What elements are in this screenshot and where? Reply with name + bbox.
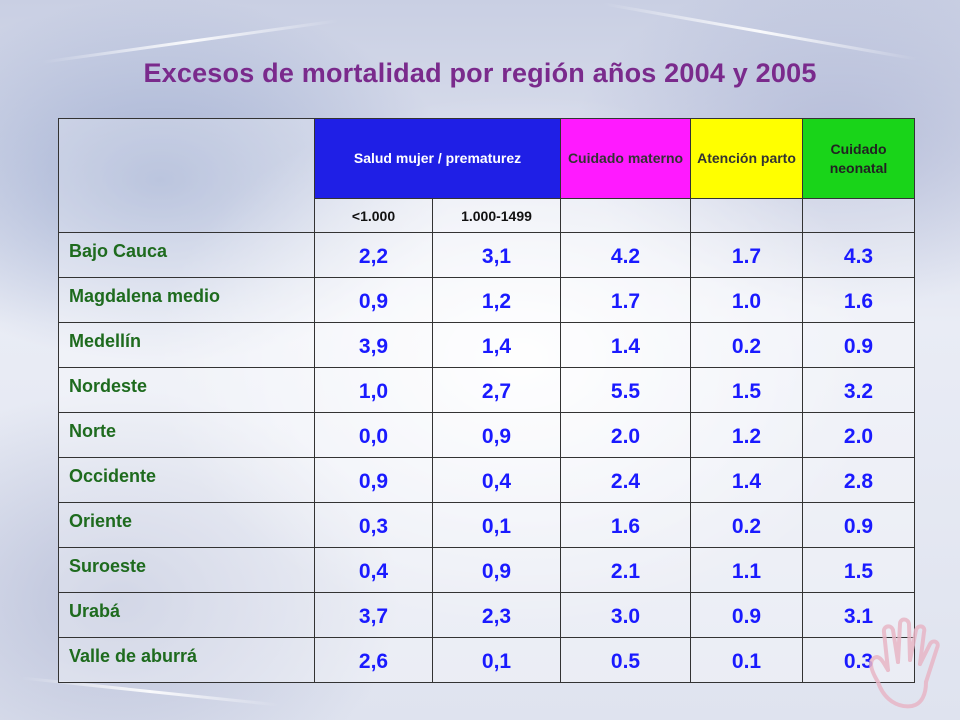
value-cell: 2.4: [560, 457, 691, 503]
region-name: Bajo Cauca: [58, 232, 315, 278]
region-name: Magdalena medio: [58, 277, 315, 323]
empty-cell: [802, 198, 915, 233]
region-name: Occidente: [58, 457, 315, 503]
table-row: Magdalena medio 0,9 1,2 1.7 1.0 1.6: [58, 277, 915, 323]
region-name: Medellín: [58, 322, 315, 368]
value-cell: 1.2: [690, 412, 803, 458]
value-cell: 1.7: [690, 232, 803, 278]
mortality-table: Salud mujer / prematurez Cuidado materno…: [58, 118, 915, 683]
table-row: Valle de aburrá 2,6 0,1 0.5 0.1 0.3: [58, 637, 915, 683]
value-cell: 0.5: [560, 637, 691, 683]
region-name: Urabá: [58, 592, 315, 638]
value-cell: 0,4: [314, 547, 433, 593]
value-cell: 0.1: [690, 637, 803, 683]
value-cell: 0,9: [432, 412, 561, 458]
header-atencion-parto: Atención parto: [690, 118, 803, 199]
table-row: Urabá 3,7 2,3 3.0 0.9 3.1: [58, 592, 915, 638]
value-cell: 3.1: [802, 592, 915, 638]
value-cell: 0,9: [314, 277, 433, 323]
value-cell: 0,9: [432, 547, 561, 593]
value-cell: 1.0: [690, 277, 803, 323]
value-cell: 1.5: [690, 367, 803, 413]
value-cell: 0,9: [314, 457, 433, 503]
value-cell: 0.2: [690, 502, 803, 548]
value-cell: 0,4: [432, 457, 561, 503]
value-cell: 1.6: [802, 277, 915, 323]
value-cell: 0.2: [690, 322, 803, 368]
value-cell: 0.9: [690, 592, 803, 638]
table-row: Medellín 3,9 1,4 1.4 0.2 0.9: [58, 322, 915, 368]
region-name: Valle de aburrá: [58, 637, 315, 683]
value-cell: 4.2: [560, 232, 691, 278]
value-cell: 0,1: [432, 502, 561, 548]
region-name: Nordeste: [58, 367, 315, 413]
region-name: Norte: [58, 412, 315, 458]
empty-cell: [560, 198, 691, 233]
value-cell: 2,3: [432, 592, 561, 638]
table-row: Occidente 0,9 0,4 2.4 1.4 2.8: [58, 457, 915, 503]
value-cell: 0.9: [802, 322, 915, 368]
page-title: Excesos de mortalidad por región años 20…: [143, 58, 817, 88]
subheader-1000-1499: 1.000-1499: [432, 198, 561, 233]
value-cell: 2.0: [802, 412, 915, 458]
corner-cell: [58, 118, 315, 233]
header-cuidado-materno: Cuidado materno: [560, 118, 691, 199]
value-cell: 3,7: [314, 592, 433, 638]
value-cell: 5.5: [560, 367, 691, 413]
value-cell: 2.8: [802, 457, 915, 503]
subheader-lt1000: <1.000: [314, 198, 433, 233]
value-cell: 1,0: [314, 367, 433, 413]
value-cell: 1.6: [560, 502, 691, 548]
table-row: Nordeste 1,0 2,7 5.5 1.5 3.2: [58, 367, 915, 413]
table-row: Bajo Cauca 2,2 3,1 4.2 1.7 4.3: [58, 232, 915, 278]
value-cell: 2,6: [314, 637, 433, 683]
value-cell: 0,0: [314, 412, 433, 458]
value-cell: 1.5: [802, 547, 915, 593]
hand-outline-icon: [869, 617, 940, 709]
value-cell: 0.9: [802, 502, 915, 548]
table-row: Suroeste 0,4 0,9 2.1 1.1 1.5: [58, 547, 915, 593]
value-cell: 2.1: [560, 547, 691, 593]
value-cell: 3.0: [560, 592, 691, 638]
empty-cell: [690, 198, 803, 233]
value-cell: 2,7: [432, 367, 561, 413]
value-cell: 0,1: [432, 637, 561, 683]
value-cell: 4.3: [802, 232, 915, 278]
header-cuidado-neonatal: Cuidado neonatal: [802, 118, 915, 199]
value-cell: 1.1: [690, 547, 803, 593]
table-row: Oriente 0,3 0,1 1.6 0.2 0.9: [58, 502, 915, 548]
value-cell: 2.0: [560, 412, 691, 458]
value-cell: 1,4: [432, 322, 561, 368]
value-cell: 1,2: [432, 277, 561, 323]
value-cell: 1.7: [560, 277, 691, 323]
value-cell: 0,3: [314, 502, 433, 548]
header-salud-mujer: Salud mujer / prematurez: [314, 118, 561, 199]
region-name: Oriente: [58, 502, 315, 548]
table-row: Norte 0,0 0,9 2.0 1.2 2.0: [58, 412, 915, 458]
value-cell: 3,9: [314, 322, 433, 368]
value-cell: 1.4: [560, 322, 691, 368]
value-cell: 2,2: [314, 232, 433, 278]
value-cell: 3,1: [432, 232, 561, 278]
background-streak: [602, 2, 918, 61]
value-cell: 1.4: [690, 457, 803, 503]
region-name: Suroeste: [58, 547, 315, 593]
value-cell: 3.2: [802, 367, 915, 413]
